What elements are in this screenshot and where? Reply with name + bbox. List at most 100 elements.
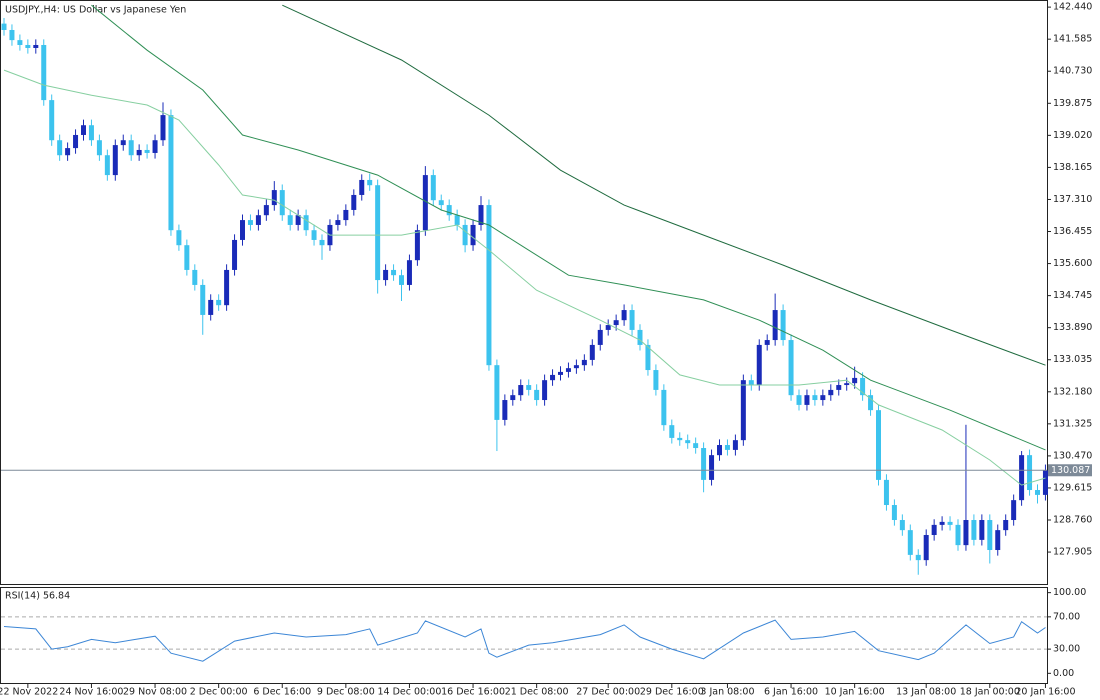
candle-body xyxy=(693,443,699,449)
candle-body xyxy=(104,155,110,176)
moving-average xyxy=(91,4,1046,451)
y-tick-label: 134.745 xyxy=(1053,290,1092,301)
candle-body xyxy=(1035,490,1040,495)
candle-body xyxy=(399,275,404,285)
candle-body xyxy=(534,389,540,401)
candle-body xyxy=(915,554,921,561)
candle-body xyxy=(224,269,230,306)
candle-body xyxy=(478,205,484,225)
candle-body xyxy=(1019,455,1025,501)
candle-body xyxy=(73,134,79,149)
candle-body xyxy=(391,269,397,276)
candle-body xyxy=(518,385,524,396)
candle-body xyxy=(685,440,691,444)
candle-body xyxy=(756,344,762,386)
candle-body xyxy=(502,400,508,420)
candle-body xyxy=(88,125,94,141)
candle-body xyxy=(311,230,317,240)
candle-body xyxy=(96,140,102,156)
candle-body xyxy=(701,448,707,480)
candle-body xyxy=(81,125,86,135)
y-tick-label: 142.440 xyxy=(1053,2,1092,13)
candle-body xyxy=(120,140,126,146)
y-tick-label: 30.00 xyxy=(1053,644,1080,655)
candle-body xyxy=(764,340,770,345)
candle-body xyxy=(812,395,818,401)
candle-body xyxy=(772,310,778,341)
x-tick-label: 6 Jan 16:00 xyxy=(764,687,818,698)
candle-body xyxy=(748,380,754,386)
y-tick-label: 139.020 xyxy=(1053,130,1092,141)
candle-body xyxy=(136,149,142,156)
rsi-title: RSI(14) 56.84 xyxy=(5,591,70,602)
candle-body xyxy=(33,44,39,48)
y-tick-label: 140.730 xyxy=(1053,66,1092,77)
candle-body xyxy=(470,224,476,246)
y-tick-label: 131.325 xyxy=(1053,418,1092,429)
candle-body xyxy=(987,520,993,551)
candle-body xyxy=(446,205,452,216)
y-tick-label: 132.180 xyxy=(1053,386,1092,397)
candle-body xyxy=(947,521,953,525)
candle-body xyxy=(1042,470,1048,495)
candle-body xyxy=(724,445,730,450)
candle-body xyxy=(510,395,516,401)
x-tick-label: 29 Dec 16:00 xyxy=(640,687,704,698)
candle-body xyxy=(216,299,222,306)
candle-body xyxy=(931,524,937,536)
candle-body xyxy=(295,215,301,225)
candle-body xyxy=(979,520,985,540)
x-tick-label: 16 Dec 16:00 xyxy=(441,687,505,698)
candle-body xyxy=(351,194,357,210)
y-tick-label: 127.905 xyxy=(1053,547,1092,558)
main-panel xyxy=(0,0,1048,585)
candle-body xyxy=(343,209,349,221)
candle-body xyxy=(422,175,428,231)
candle-body xyxy=(605,325,611,330)
candle-body xyxy=(732,440,738,450)
candle-body xyxy=(359,179,365,195)
candle-body xyxy=(828,389,834,396)
x-tick-label: 9 Dec 08:00 xyxy=(317,687,375,698)
candle-body xyxy=(25,44,31,48)
candle-body xyxy=(247,220,253,225)
y-tick-label: 135.600 xyxy=(1053,258,1092,269)
candle-body xyxy=(995,530,1001,551)
candle-body xyxy=(406,260,412,285)
rsi-panel xyxy=(0,587,1048,684)
candle-body xyxy=(430,175,436,201)
candle-body xyxy=(621,310,627,321)
candle-body xyxy=(709,455,715,480)
candle-body xyxy=(876,410,881,480)
candle-body xyxy=(963,520,969,546)
candle-body xyxy=(645,344,651,371)
candle-body xyxy=(65,148,71,156)
candle-body xyxy=(844,383,850,386)
candle-body xyxy=(820,395,826,401)
y-tick-label: 138.165 xyxy=(1053,162,1092,173)
candle-body xyxy=(796,395,802,405)
y-tick-label: 130.470 xyxy=(1053,450,1092,461)
y-tick-label: 137.310 xyxy=(1053,194,1092,205)
candle-body xyxy=(661,389,667,426)
candle-body xyxy=(279,190,285,216)
candle-body xyxy=(971,520,977,540)
candle-body xyxy=(128,140,134,156)
candle-body xyxy=(597,329,603,345)
candle-body xyxy=(375,185,381,281)
candle-body xyxy=(788,340,794,396)
candle-body xyxy=(565,368,571,372)
candle-body xyxy=(57,140,63,156)
y-tick-label: 0.00 xyxy=(1053,668,1074,679)
candle-body xyxy=(907,530,913,555)
candle-body xyxy=(589,344,595,360)
candle-body xyxy=(438,200,444,206)
candle-body xyxy=(232,239,238,270)
x-tick-label: 22 Nov 2022 xyxy=(0,687,58,698)
moving-average xyxy=(3,69,1046,486)
moving-average xyxy=(282,4,1046,366)
candle-body xyxy=(303,215,309,231)
candle-body xyxy=(558,371,563,375)
candle-body xyxy=(1003,520,1009,531)
y-tick-label: 128.760 xyxy=(1053,515,1092,526)
